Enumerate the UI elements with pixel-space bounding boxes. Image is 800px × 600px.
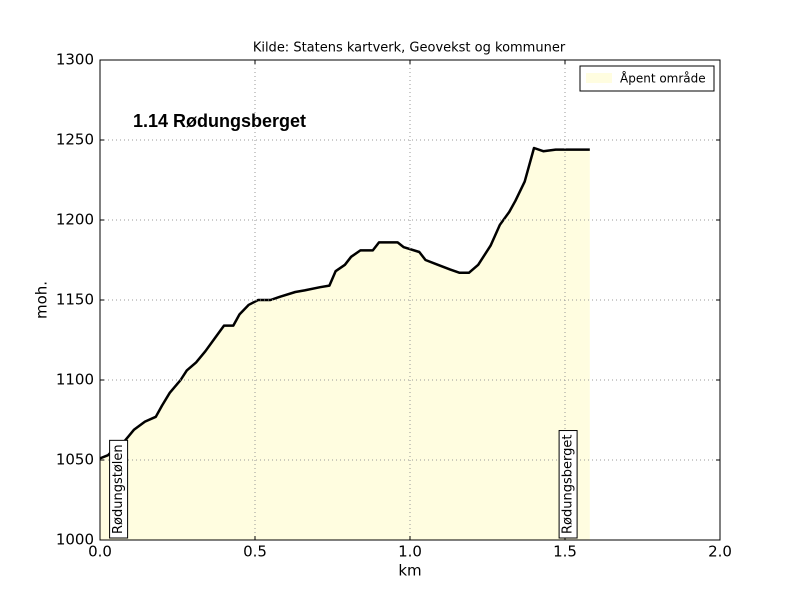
y-tick-label: 1300	[56, 51, 94, 69]
legend: Åpent område	[579, 65, 715, 92]
legend-label: Åpent område	[620, 71, 706, 86]
place-box	[109, 439, 129, 539]
plot-frame	[99, 59, 721, 541]
x-tick-label: 2.0	[708, 543, 732, 561]
place-label: Rødungsberget	[561, 435, 576, 534]
y-axis-label: moh.	[33, 281, 51, 319]
area-fill	[100, 148, 590, 540]
x-tick-label: 1.0	[398, 543, 422, 561]
y-tick-label: 1200	[56, 211, 94, 229]
y-tick-label: 1100	[56, 371, 94, 389]
legend-swatch	[586, 73, 612, 83]
chart-title: Kilde: Statens kartverk, Geovekst og kom…	[253, 41, 566, 56]
y-tick-label: 1000	[56, 531, 94, 549]
x-tick-label: 1.5	[553, 543, 577, 561]
place-box	[558, 430, 578, 539]
y-tick-label: 1150	[56, 291, 94, 309]
place-marker: Rødungstølen	[109, 439, 129, 539]
y-tick-label: 1050	[56, 451, 94, 469]
place-label: Rødungstølen	[111, 444, 126, 534]
profile-line	[99, 146, 590, 460]
place-marker: Rødungsberget	[558, 430, 578, 539]
x-axis-label: km	[398, 562, 421, 580]
x-tick-label: 0.5	[243, 543, 267, 561]
annotation: 1.14 Rødungsberget	[133, 111, 306, 131]
y-tick-label: 1250	[56, 131, 94, 149]
x-tick-label: 0.0	[88, 543, 112, 561]
